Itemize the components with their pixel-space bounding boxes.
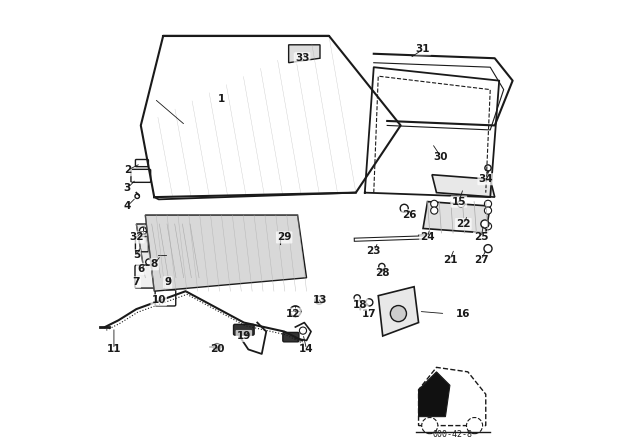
Polygon shape [378,287,419,336]
Text: 8: 8 [150,259,158,269]
Circle shape [140,227,147,234]
Text: 13: 13 [313,295,327,305]
FancyBboxPatch shape [135,265,156,288]
Circle shape [485,165,491,171]
Text: 23: 23 [367,246,381,256]
Text: 11: 11 [107,345,121,354]
Text: 27: 27 [474,255,488,265]
Text: 31: 31 [416,44,430,54]
Circle shape [315,296,323,304]
Circle shape [300,327,307,334]
Circle shape [290,306,301,317]
Circle shape [422,418,438,434]
Text: 19: 19 [237,331,251,341]
FancyBboxPatch shape [283,332,299,342]
Text: 5: 5 [132,250,140,260]
Circle shape [275,231,284,240]
Text: 20: 20 [210,345,224,354]
Text: 6: 6 [137,264,145,274]
Text: 2: 2 [124,165,131,175]
Circle shape [146,259,152,265]
Text: 15: 15 [452,197,466,207]
Text: 22: 22 [456,219,470,229]
Circle shape [365,299,373,306]
Text: 14: 14 [300,345,314,354]
Text: 10: 10 [152,295,166,305]
Text: 28: 28 [376,268,390,278]
Text: 3: 3 [124,183,131,193]
Text: 33: 33 [295,53,309,63]
Circle shape [467,418,483,434]
Circle shape [481,220,489,228]
Circle shape [484,200,492,207]
Polygon shape [145,215,307,291]
Text: 34: 34 [479,174,493,184]
Circle shape [379,263,385,270]
Text: 1: 1 [218,94,225,103]
Text: 9: 9 [164,277,172,287]
Polygon shape [432,175,495,197]
Circle shape [484,223,492,230]
Text: 24: 24 [420,233,435,242]
Polygon shape [136,224,199,278]
Text: 25: 25 [474,233,488,242]
FancyBboxPatch shape [164,260,188,289]
Circle shape [458,200,465,207]
Text: 000-42-8: 000-42-8 [432,430,472,439]
Text: 18: 18 [353,300,367,310]
Circle shape [354,295,360,301]
Polygon shape [419,372,450,417]
Circle shape [400,204,408,212]
FancyBboxPatch shape [234,324,254,335]
Circle shape [431,200,438,207]
Text: 32: 32 [129,233,143,242]
Text: 4: 4 [124,201,131,211]
Circle shape [158,251,166,259]
Text: 30: 30 [434,152,448,162]
Circle shape [213,344,221,351]
Text: 21: 21 [443,255,457,265]
Polygon shape [419,367,486,426]
Circle shape [390,306,406,322]
Text: 16: 16 [456,309,470,319]
Circle shape [484,207,492,214]
Text: 29: 29 [277,233,291,242]
Polygon shape [423,202,490,233]
Text: 26: 26 [403,210,417,220]
Text: 7: 7 [132,277,140,287]
Polygon shape [289,45,320,63]
Circle shape [431,207,438,214]
Circle shape [484,245,492,253]
Circle shape [169,267,182,281]
Text: 12: 12 [286,309,300,319]
Text: 17: 17 [362,309,376,319]
